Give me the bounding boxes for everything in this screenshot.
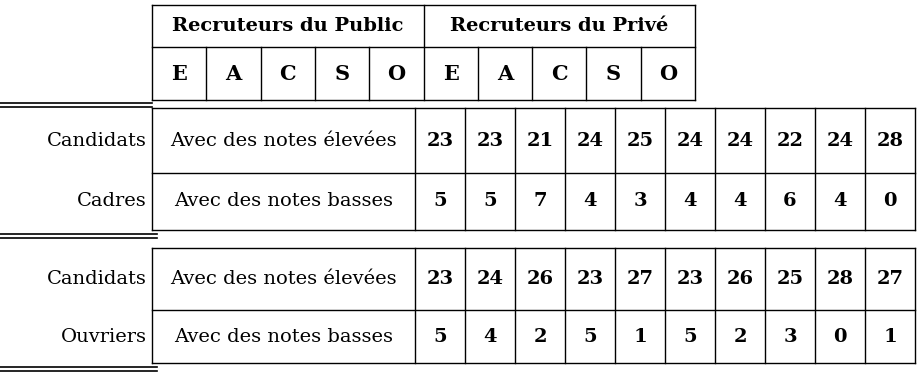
Text: Cadres: Cadres	[77, 192, 147, 210]
Text: E: E	[171, 63, 187, 84]
Text: A: A	[497, 63, 513, 84]
Text: E: E	[443, 63, 459, 84]
Text: 4: 4	[834, 192, 846, 210]
Text: 28: 28	[826, 270, 854, 288]
Text: 22: 22	[777, 132, 803, 150]
Text: 4: 4	[483, 327, 497, 345]
Text: 0: 0	[834, 327, 846, 345]
Text: 21: 21	[527, 132, 553, 150]
Text: 7: 7	[533, 192, 547, 210]
Text: 6: 6	[783, 192, 797, 210]
Text: 5: 5	[683, 327, 697, 345]
Text: 24: 24	[476, 270, 504, 288]
Text: 4: 4	[733, 192, 747, 210]
Text: 25: 25	[777, 270, 803, 288]
Text: Recruteurs du Public: Recruteurs du Public	[172, 17, 403, 35]
Text: 3: 3	[783, 327, 797, 345]
Text: 24: 24	[727, 132, 754, 150]
Text: C: C	[550, 63, 568, 84]
Text: O: O	[659, 63, 677, 84]
Text: Candidats: Candidats	[47, 270, 147, 288]
Text: 27: 27	[877, 270, 903, 288]
Text: 5: 5	[584, 327, 596, 345]
Text: Ouvriers: Ouvriers	[61, 327, 147, 345]
Text: 23: 23	[426, 132, 454, 150]
Text: O: O	[387, 63, 405, 84]
Text: A: A	[225, 63, 242, 84]
Text: Recruteurs du Privé: Recruteurs du Privé	[450, 17, 668, 35]
Text: 5: 5	[433, 327, 447, 345]
Text: 2: 2	[733, 327, 747, 345]
Text: 24: 24	[676, 132, 704, 150]
Text: 23: 23	[676, 270, 704, 288]
Text: Avec des notes basses: Avec des notes basses	[174, 192, 393, 210]
Text: 5: 5	[483, 192, 497, 210]
Text: 24: 24	[576, 132, 604, 150]
Text: 5: 5	[433, 192, 447, 210]
Text: Avec des notes élevées: Avec des notes élevées	[170, 132, 397, 150]
Text: 3: 3	[633, 192, 647, 210]
Text: 23: 23	[426, 270, 454, 288]
Text: 26: 26	[527, 270, 553, 288]
Text: 23: 23	[576, 270, 604, 288]
Text: 4: 4	[683, 192, 697, 210]
Text: 25: 25	[627, 132, 653, 150]
Text: 23: 23	[476, 132, 504, 150]
Text: 28: 28	[877, 132, 903, 150]
Text: C: C	[279, 63, 296, 84]
Text: Avec des notes basses: Avec des notes basses	[174, 327, 393, 345]
Text: 1: 1	[633, 327, 647, 345]
Text: 1: 1	[883, 327, 897, 345]
Text: Candidats: Candidats	[47, 132, 147, 150]
Text: 27: 27	[627, 270, 653, 288]
Text: 2: 2	[533, 327, 547, 345]
Text: S: S	[335, 63, 349, 84]
Text: 24: 24	[826, 132, 854, 150]
Text: 26: 26	[726, 270, 754, 288]
Text: 0: 0	[883, 192, 897, 210]
Text: S: S	[606, 63, 621, 84]
Text: Avec des notes élevées: Avec des notes élevées	[170, 270, 397, 288]
Text: 4: 4	[584, 192, 596, 210]
